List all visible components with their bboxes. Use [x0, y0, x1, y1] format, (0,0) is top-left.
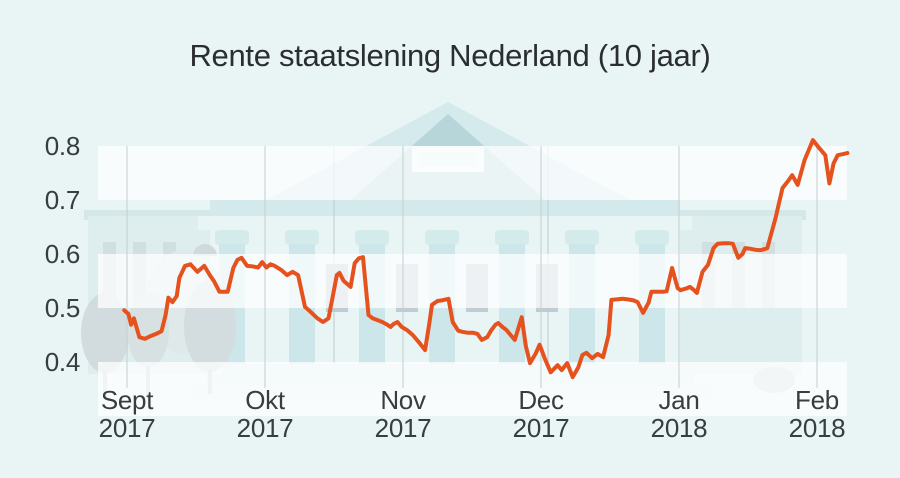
y-axis-label: 0.7 — [44, 185, 81, 215]
y-axis-label: 0.8 — [44, 131, 81, 161]
x-axis-year: 2017 — [512, 413, 570, 443]
x-axis-month: Feb — [795, 385, 839, 415]
zebra-band — [98, 362, 847, 416]
x-axis-month: Nov — [380, 385, 426, 415]
x-axis-tick-label: Sept 2017 — [67, 386, 187, 442]
x-axis-tick-label: Feb 2018 — [757, 386, 877, 442]
x-axis-year: 2018 — [650, 413, 708, 443]
x-axis-year: 2018 — [788, 413, 846, 443]
building-entablature — [198, 200, 692, 230]
x-axis-tick-label: Nov 2017 — [343, 386, 463, 442]
x-axis-tick-label: Dec 2017 — [481, 386, 601, 442]
zebra-band — [98, 254, 847, 308]
x-axis-month: Sept — [100, 385, 154, 415]
y-axis-label: 0.5 — [44, 293, 81, 323]
zebra-band — [98, 146, 847, 200]
y-axis-label: 0.6 — [44, 239, 81, 269]
yield-line-series — [122, 138, 850, 380]
x-axis-year: 2017 — [236, 413, 294, 443]
y-axis-label: 0.4 — [44, 347, 81, 377]
x-axis-month: Okt — [245, 385, 285, 415]
x-axis-year: 2017 — [374, 413, 432, 443]
x-axis-year: 2017 — [98, 413, 156, 443]
x-axis-month: Jan — [658, 385, 700, 415]
x-axis-tick-label: Okt 2017 — [205, 386, 325, 442]
chart-title: Rente staatslening Nederland (10 jaar) — [189, 38, 711, 73]
x-axis-tick-label: Jan 2018 — [619, 386, 739, 442]
x-axis-month: Dec — [518, 385, 564, 415]
